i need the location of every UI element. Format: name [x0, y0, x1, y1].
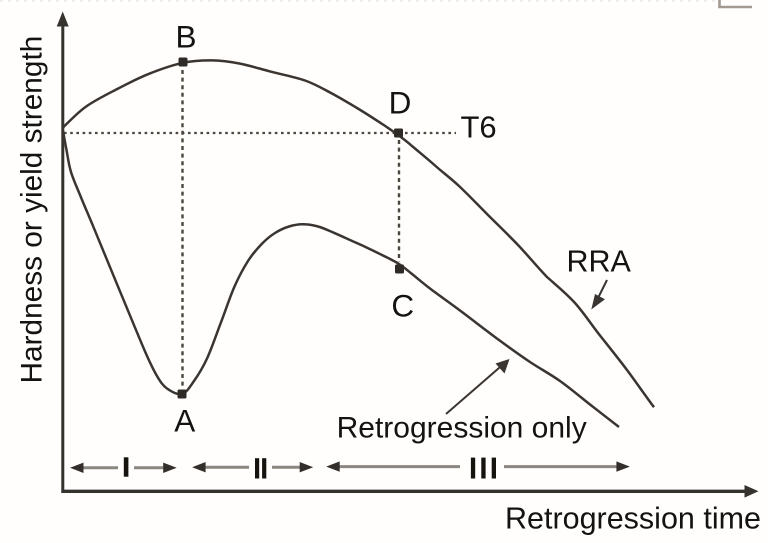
svg-text:D: D — [389, 85, 412, 121]
svg-text:T6: T6 — [461, 110, 497, 145]
svg-text:A: A — [174, 402, 195, 438]
svg-text:Hardness or yield strength: Hardness or yield strength — [16, 36, 49, 384]
svg-text:C: C — [391, 288, 414, 324]
svg-text:B: B — [175, 19, 196, 55]
svg-text:RRA: RRA — [567, 245, 632, 279]
svg-text:Retrogression only: Retrogression only — [337, 412, 587, 445]
svg-text:Retrogression time: Retrogression time — [505, 502, 761, 536]
